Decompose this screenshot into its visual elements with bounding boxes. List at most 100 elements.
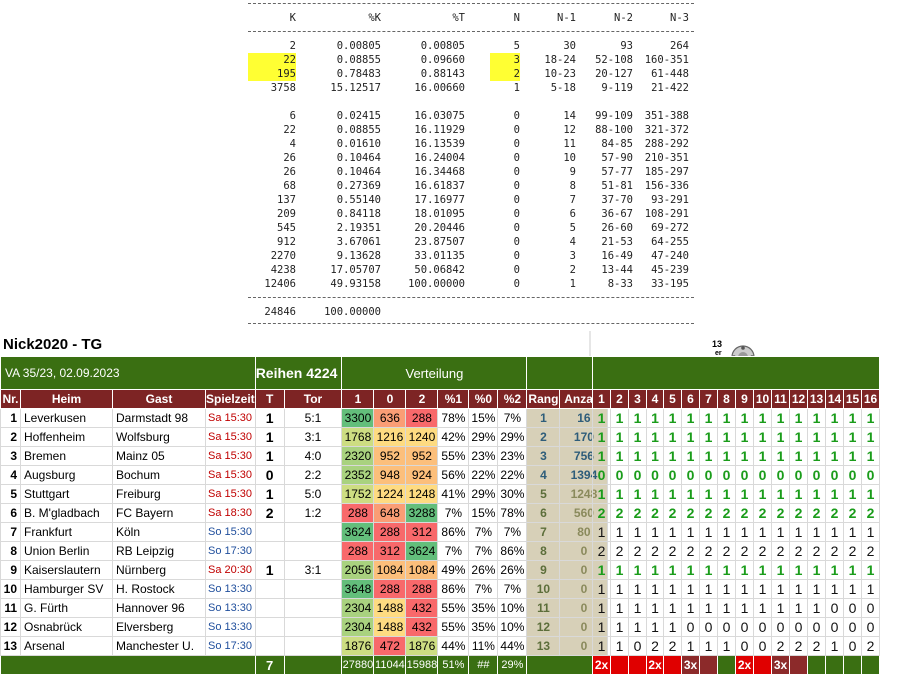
- grid-column-header: 6: [681, 389, 700, 409]
- reihen-count: Reihen 4224: [254, 356, 343, 390]
- votes-0: 1216: [373, 427, 407, 447]
- grid-tip-cell: 2: [771, 503, 790, 523]
- votes-2: 432: [405, 617, 439, 637]
- table-row: 9 Kaiserslautern Nürnberg Sa 20:30 1 3:1 2056 1…: [0, 560, 609, 580]
- grid-footer-cell: [807, 655, 826, 675]
- pct-2: 78%: [497, 503, 528, 523]
- stats-total: 24846 100.00000: [248, 305, 694, 319]
- stat-cell: 0: [513, 208, 520, 220]
- grid-tip-cell: 2: [735, 503, 754, 523]
- tip-result: [254, 598, 285, 618]
- away-team: Darmstadt 98: [112, 408, 206, 428]
- grid-footer-cell: [610, 655, 629, 675]
- stat-cell: 0: [513, 166, 520, 178]
- grid-tip-cell: 1: [717, 598, 736, 618]
- stats-top-rule: [248, 3, 694, 4]
- stats-row: 3758 15.12517 16.00660 1 5-18 9-119 21-422: [248, 81, 694, 95]
- grid-column-header: 10: [753, 389, 772, 409]
- stat-cell: 0.27369: [336, 180, 381, 192]
- score: [283, 541, 343, 561]
- pct-0: 7%: [468, 541, 499, 561]
- pct-0: 7%: [468, 522, 499, 542]
- grid-tip-cell: 0: [753, 465, 772, 485]
- stat-cell: 0.55140: [336, 194, 381, 206]
- footer-sum-2: 15988: [405, 655, 439, 675]
- grid-footer-cell: [699, 655, 718, 675]
- grid-tip-cell: 1: [681, 446, 700, 466]
- stat-cell: 160-351: [644, 54, 689, 66]
- game-number: 6: [0, 503, 21, 523]
- grid-tip-cell: 1: [681, 560, 700, 580]
- rank: 2: [526, 427, 561, 447]
- grid-tip-cell: 0: [771, 617, 790, 637]
- grid-tip-cell: 1: [771, 598, 790, 618]
- va-label: VA 35/23, 02.09.2023: [0, 356, 256, 390]
- grid-tip-cell: 1: [807, 484, 826, 504]
- stat-cell: 209: [277, 208, 296, 220]
- pct-2: 10%: [497, 617, 528, 637]
- column-header: 2: [405, 389, 439, 409]
- pct-1: 55%: [437, 617, 470, 637]
- grid-tip-cell: 1: [717, 560, 736, 580]
- home-team: Frankfurt: [20, 522, 113, 542]
- grid-banner: [592, 356, 880, 390]
- stats-row: 2 0.00805 0.00805 5 30 93 264: [248, 39, 694, 53]
- votes-0: 952: [373, 446, 407, 466]
- grid-tip-cell: 2: [825, 503, 844, 523]
- votes-2: 312: [405, 522, 439, 542]
- grid-tip-cell: 0: [753, 636, 772, 656]
- grid-column-header: 3: [628, 389, 647, 409]
- stat-cell: 0.10464: [336, 166, 381, 178]
- stat-cell: 17.05707: [330, 264, 381, 276]
- grid-tip-cell: 1: [825, 636, 844, 656]
- stat-cell: 6: [289, 110, 296, 122]
- grid-footer-cell: 3x: [681, 655, 700, 675]
- grid-tip-cell: 2: [825, 541, 844, 561]
- grid-tip-cell: 1: [825, 427, 844, 447]
- grid-tip-cell: 0: [789, 465, 808, 485]
- away-team: Bochum: [112, 465, 206, 485]
- stat-cell: 69-272: [651, 222, 689, 234]
- grid-tip-cell: 1: [628, 522, 647, 542]
- stat-cell: 18-24: [544, 54, 576, 66]
- stat-cell: 16.03075: [414, 110, 465, 122]
- column-header: Rang: [526, 389, 561, 409]
- grid-tip-cell: 1: [610, 598, 629, 618]
- stat-cell: 15.12517: [330, 82, 381, 94]
- home-team: Bremen: [20, 446, 113, 466]
- stat-cell: 99-109: [595, 110, 633, 122]
- stat-cell: 8-33: [607, 278, 633, 290]
- grid-tip-cell: 1: [663, 522, 682, 542]
- score: 2:2: [283, 465, 343, 485]
- grid-tip-cell: 2: [807, 636, 826, 656]
- pct-2: 10%: [497, 598, 528, 618]
- pct-0: 35%: [468, 598, 499, 618]
- grid-tip-cell: 2: [789, 503, 808, 523]
- page-title: Nick2020 - TG: [3, 336, 103, 353]
- grid-tip-cell: 1: [628, 579, 647, 599]
- grid-tip-cell: 1: [699, 446, 718, 466]
- grid-tip-cell: 1: [825, 560, 844, 580]
- grid-tip-cell: 1: [592, 446, 611, 466]
- footer-pct-2: 29%: [497, 655, 528, 675]
- grid-tip-cell: 1: [610, 484, 629, 504]
- grid-tip-cell: 1: [861, 408, 880, 428]
- stat-cell: 11: [563, 138, 576, 150]
- stat-cell: 0.88143: [420, 68, 465, 80]
- grid-tip-cell: 0: [592, 465, 611, 485]
- stat-cell: 288-292: [644, 138, 689, 150]
- home-team: B. M'gladbach: [20, 503, 113, 523]
- pct-2: 22%: [497, 465, 528, 485]
- grid-tip-cell: 1: [628, 484, 647, 504]
- grid-tip-cell: 1: [753, 560, 772, 580]
- stat-cell: 2: [490, 67, 520, 81]
- grid-tip-cell: 1: [717, 484, 736, 504]
- stat-cell: 0.01610: [336, 138, 381, 150]
- grid-tip-cell: 1: [681, 522, 700, 542]
- stat-cell: 0: [513, 180, 520, 192]
- game-number: 10: [0, 579, 21, 599]
- stat-cell: 50.06842: [414, 264, 465, 276]
